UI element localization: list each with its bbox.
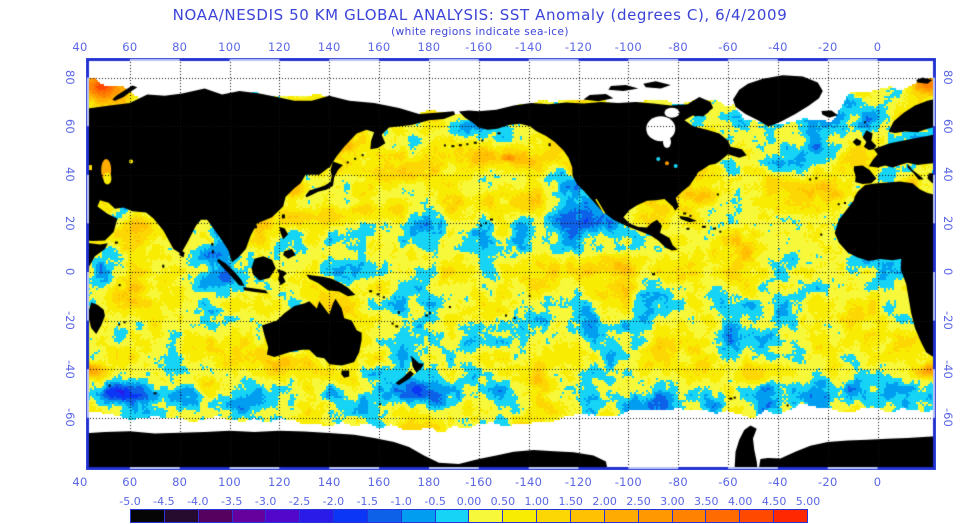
lat-tick-label: 20 [941, 216, 955, 231]
lon-tick-label: 0 [873, 40, 882, 54]
colorbar-tick-label: 1.50 [558, 495, 583, 508]
lon-tick-label: 120 [267, 40, 291, 54]
lat-tick-label: -20 [941, 311, 955, 330]
colorbar-tick-label: 3.00 [660, 495, 685, 508]
lon-tick-label: -120 [564, 475, 593, 489]
lat-tick-label: 0 [941, 268, 955, 276]
colorbar-cell [672, 510, 707, 522]
lon-tick-label: 40 [72, 475, 88, 489]
lon-tick-label: -60 [718, 40, 738, 54]
colorbar-cell [300, 510, 335, 522]
colorbar-cell [740, 510, 775, 522]
colorbar-cell [774, 510, 807, 522]
lon-tick-label: -80 [668, 40, 689, 54]
colorbar-tick-label: 2.00 [592, 495, 617, 508]
colorbar-cell [164, 510, 199, 522]
colorbar-tick-label: -2.5 [288, 495, 311, 508]
lon-tick-label: -40 [768, 40, 788, 54]
colorbar-cell [604, 510, 639, 522]
lon-tick-label: -160 [465, 475, 493, 489]
colorbar-cell [334, 510, 368, 522]
lat-tick-label: 80 [63, 70, 77, 85]
colorbar-cell [232, 510, 267, 522]
colorbar-tick-label: -2.0 [322, 495, 345, 508]
colorbar-tick-label: -0.5 [424, 495, 446, 508]
lon-tick-label: 160 [367, 40, 391, 54]
lon-tick-label: 180 [417, 475, 441, 489]
colorbar-cell [570, 510, 605, 522]
colorbar-cell [706, 510, 741, 522]
colorbar-cell [435, 510, 470, 522]
colorbar-cell [401, 510, 436, 522]
lon-tick-label: 80 [172, 40, 188, 54]
lon-tick-label: -80 [668, 475, 689, 489]
lon-tick-label: -120 [564, 40, 593, 54]
colorbar-tick-label: 5.00 [795, 495, 821, 508]
colorbar-cell [266, 510, 301, 522]
lon-tick-label: -40 [768, 475, 788, 489]
lon-tick-label: -140 [514, 40, 543, 54]
lon-tick-label: 140 [317, 475, 341, 489]
lat-tick-label: 80 [941, 70, 955, 85]
colorbar-tick-label: 3.50 [694, 495, 719, 508]
chart-subtitle: (white regions indicate sea-ice) [391, 26, 569, 38]
colorbar-tick-label: 0.50 [490, 495, 516, 508]
lat-tick-label: 40 [941, 167, 955, 183]
lon-tick-label: 100 [218, 475, 241, 489]
colorbar-tick-label: -1.5 [356, 495, 379, 508]
lon-tick-label: 60 [122, 40, 138, 54]
lon-tick-label: 100 [218, 40, 241, 54]
sst-anomaly-map-canvas [86, 58, 936, 470]
colorbar-tick-label: -1.0 [390, 495, 412, 508]
lon-tick-label: 160 [367, 475, 391, 489]
lon-tick-label: 0 [873, 475, 882, 489]
lat-tick-label: 0 [63, 268, 77, 276]
colorbar-tick-label: -4.5 [153, 495, 175, 508]
lat-tick-label: -40 [63, 359, 77, 379]
lon-tick-label: 120 [267, 475, 291, 489]
colorbar-cell [638, 510, 673, 522]
lat-tick-label: 60 [941, 118, 955, 134]
colorbar [130, 509, 808, 523]
lon-tick-label: -100 [614, 40, 642, 54]
colorbar-tick-label: 1.00 [524, 495, 550, 508]
lon-tick-label: -20 [817, 475, 838, 489]
lat-tick-label: -20 [63, 311, 77, 330]
lon-tick-label: 60 [122, 475, 138, 489]
colorbar-cell [503, 510, 538, 522]
lon-tick-label: 180 [417, 40, 441, 54]
lat-tick-label: 20 [63, 216, 77, 231]
colorbar-tick-label: 0.00 [456, 495, 482, 508]
lon-tick-label: -140 [514, 475, 543, 489]
colorbar-cell [469, 510, 504, 522]
colorbar-tick-label: 2.50 [626, 495, 651, 508]
colorbar-cell [367, 510, 402, 522]
colorbar-tick-label: -5.0 [119, 495, 141, 508]
lon-tick-label: 40 [72, 40, 88, 54]
lat-tick-label: -40 [941, 359, 955, 379]
chart-title: NOAA/NESDIS 50 KM GLOBAL ANALYSIS: SST A… [172, 6, 788, 24]
lat-tick-label: -60 [941, 408, 955, 428]
colorbar-tick-label: -3.0 [254, 495, 277, 508]
colorbar-cell [198, 510, 233, 522]
lon-tick-label: -100 [614, 475, 642, 489]
lon-tick-label: 140 [317, 40, 341, 54]
lat-tick-label: 40 [63, 167, 77, 183]
colorbar-tick-label: 4.00 [727, 495, 753, 508]
lon-tick-label: -60 [718, 475, 738, 489]
lon-tick-label: 80 [172, 475, 188, 489]
colorbar-cell [131, 510, 165, 522]
lon-tick-label: -20 [817, 40, 838, 54]
colorbar-tick-label: -3.5 [220, 495, 243, 508]
colorbar-tick-label: -4.0 [187, 495, 209, 508]
lat-tick-label: 60 [63, 118, 77, 134]
colorbar-cell [537, 510, 571, 522]
colorbar-tick-label: 4.50 [761, 495, 787, 508]
lat-tick-label: -60 [63, 408, 77, 428]
lon-tick-label: -160 [465, 40, 493, 54]
